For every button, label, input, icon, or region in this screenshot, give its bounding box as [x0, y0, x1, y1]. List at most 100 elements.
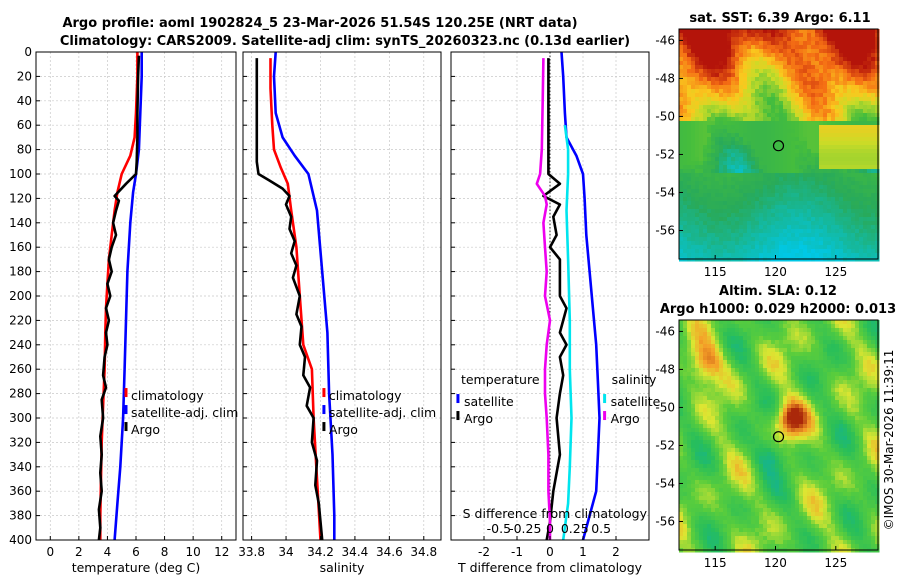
- map-field: [679, 29, 880, 262]
- title-line-2: Climatology: CARS2009. Satellite-adj cli…: [60, 34, 630, 49]
- salinity-panel: 33.8 34 34.2 34.4 34.6 34.8 salinity climatolog…: [238, 51, 442, 575]
- map-x-tick-label: 120: [764, 265, 787, 279]
- y-tick-label: 360: [9, 484, 32, 498]
- map-x-tick-label: 125: [824, 265, 847, 279]
- s-tick-label: 0.25: [561, 521, 589, 536]
- legend-label: Argo: [464, 411, 493, 426]
- y-tick-label: 100: [9, 167, 32, 181]
- map-y-tick-label: -56: [655, 514, 675, 528]
- legend-label: satellite-adj. clim: [329, 405, 436, 420]
- x-axis-label: salinity: [320, 560, 365, 575]
- y-tick-label: 220: [9, 313, 32, 327]
- series-line-satellite-adj--clim: [272, 51, 336, 540]
- credit-stamp: ©IMOS 30-Mar-2026 11:39:11: [882, 350, 896, 531]
- x-tick-label: -1: [511, 545, 523, 559]
- series-line-satellite-adj--clim: [113, 52, 143, 541]
- legend-label: satellite-adj. clim: [131, 405, 238, 420]
- x-tick-label: 0: [546, 545, 554, 559]
- legend-label: satellite: [611, 394, 661, 409]
- x-tick-label: -2: [478, 545, 490, 559]
- x-tick-label: 34.2: [307, 545, 334, 559]
- legend-label: climatology: [131, 388, 204, 403]
- map-x-tick-label: 125: [824, 556, 847, 570]
- map-y-tick-label: -50: [655, 400, 675, 414]
- legend-label: climatology: [329, 388, 402, 403]
- map-y-tick-label: -48: [655, 71, 675, 85]
- x-tick-label: 33.8: [238, 545, 265, 559]
- map-y-tick-label: -54: [655, 185, 675, 199]
- x-tick-label: 34.8: [410, 545, 437, 559]
- map-y-tick-label: -46: [655, 33, 675, 47]
- map-y-tick-label: -48: [655, 362, 675, 376]
- map-frame: [678, 319, 879, 551]
- y-tick-label: 80: [17, 143, 32, 157]
- y-tick-label: 160: [9, 240, 32, 254]
- map-frame: [678, 28, 879, 260]
- top-axis-label: S difference from climatology: [463, 506, 648, 521]
- argo-position-marker: [772, 431, 785, 443]
- map-field: [679, 320, 880, 553]
- s-tick-label: 0: [546, 521, 554, 536]
- map-y-tick-label: -50: [655, 109, 675, 123]
- legend-label: Argo: [329, 422, 358, 437]
- x-axis-label: temperature (deg C): [72, 560, 201, 575]
- legend-header-temperature: temperature: [461, 372, 540, 387]
- y-tick-label: 300: [9, 411, 32, 425]
- argo-position-marker: [772, 140, 785, 152]
- series-line-t-argo: [542, 58, 568, 541]
- map-x-tick-label: 115: [704, 556, 727, 570]
- s-tick-label: -0.25: [509, 521, 541, 536]
- map-y-tick-label: -52: [655, 438, 675, 452]
- series-line-climatology: [269, 58, 322, 541]
- series-line-argo: [255, 58, 324, 541]
- s-tick-label: 0.5: [591, 521, 611, 536]
- y-tick-label: 340: [9, 460, 32, 474]
- map-x-tick-label: 120: [764, 556, 787, 570]
- y-tick-label: 40: [17, 94, 32, 108]
- sst-map-title: sat. SST: 6.39 Argo: 6.11: [689, 11, 870, 26]
- x-tick-label: 10: [186, 545, 201, 559]
- legend-label: satellite: [464, 394, 514, 409]
- y-tick-label: 140: [9, 216, 32, 230]
- y-tick-label: 280: [9, 387, 32, 401]
- sla-map-title-2: Argo h1000: 0.029 h2000: 0.013: [660, 302, 896, 317]
- y-tick-label: 240: [9, 338, 32, 352]
- title-line-1: Argo profile: aoml 1902824_5 23-Mar-2026…: [62, 16, 577, 31]
- y-tick-label: 260: [9, 362, 32, 376]
- y-tick-label: 20: [17, 69, 32, 83]
- series-line-s-argo: [535, 58, 552, 540]
- y-tick-label: 200: [9, 289, 32, 303]
- y-tick-label: 180: [9, 265, 32, 279]
- map-y-tick-label: -52: [655, 147, 675, 161]
- x-tick-label: 8: [161, 545, 169, 559]
- sla-map-title-1: Altim. SLA: 0.12: [719, 284, 837, 299]
- legend-label: Argo: [131, 422, 160, 437]
- s-tick-label: -0.5: [487, 521, 511, 536]
- map-y-tick-label: -54: [655, 476, 675, 490]
- series-line-s-satellite: [561, 125, 573, 541]
- x-tick-label: 0: [46, 545, 54, 559]
- y-tick-label: 120: [9, 191, 32, 205]
- y-tick-label: 380: [9, 509, 32, 523]
- x-tick-label: 4: [104, 545, 112, 559]
- x-tick-label: 12: [214, 545, 229, 559]
- map-y-tick-label: -46: [655, 324, 675, 338]
- x-tick-label: 1: [579, 545, 587, 559]
- sla-map: 115 120 125 -46 -48 -50 -52 -54 -56: [655, 319, 880, 570]
- x-axis-label: T difference from climatology: [457, 560, 643, 575]
- difference-panel: -2 -1 0 1 2T difference from climatology temp…: [450, 51, 661, 575]
- x-tick-label: 2: [75, 545, 83, 559]
- y-tick-label: 0: [24, 45, 32, 59]
- map-x-tick-label: 115: [704, 265, 727, 279]
- y-tick-label: 400: [9, 533, 32, 547]
- legend-header-salinity: salinity: [612, 372, 657, 387]
- y-tick-label: 60: [17, 118, 32, 132]
- series-line-argo: [97, 55, 141, 541]
- x-tick-label: 34.4: [342, 545, 369, 559]
- x-tick-label: 34: [278, 545, 293, 559]
- x-tick-label: 6: [132, 545, 140, 559]
- x-tick-label: 34.6: [376, 545, 403, 559]
- x-tick-label: 2: [612, 545, 620, 559]
- map-y-tick-label: -56: [655, 223, 675, 237]
